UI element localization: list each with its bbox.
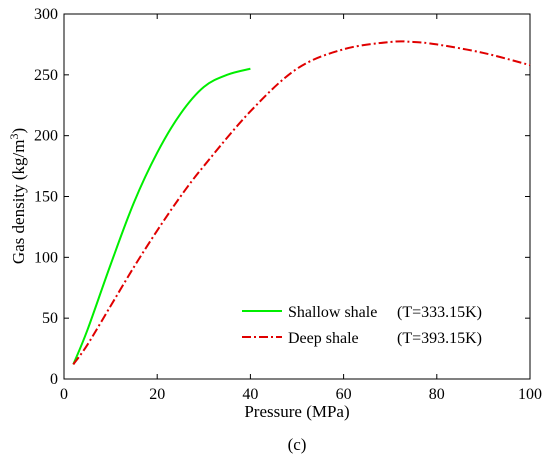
y-tick-label: 200	[34, 128, 58, 145]
axis-tick-labels: 0 20 40 60 80 100 0 50 100 150 200 250 300	[34, 6, 542, 403]
legend-name-shallow: Shallow shale	[288, 304, 377, 321]
x-tick-label: 20	[149, 386, 165, 403]
y-axis-label: Gas density (kg/m3)	[7, 128, 28, 264]
legend-temp-deep: (T=393.15K)	[397, 330, 482, 347]
x-tick-label: 0	[60, 386, 68, 403]
y-tick-label: 300	[34, 6, 58, 23]
legend-name-deep: Deep shale	[288, 330, 359, 347]
y-tick-label: 250	[34, 67, 58, 84]
x-tick-label: 40	[242, 386, 258, 403]
y-tick-label: 150	[34, 189, 58, 206]
legend: Shallow shale (T=333.15K) Deep shale (T=…	[242, 304, 482, 347]
y-tick-label: 50	[42, 310, 58, 327]
plot-frame	[63, 13, 531, 380]
panel-label: (c)	[288, 435, 307, 454]
series-layer	[72, 40, 531, 365]
series-line-deep-shale	[72, 40, 531, 365]
x-tick-label: 80	[429, 386, 445, 403]
y-tick-label: 100	[34, 249, 58, 266]
x-tick-label: 60	[336, 386, 352, 403]
axis-ticks	[63, 13, 531, 380]
series-line-shallow-shale	[72, 67, 251, 365]
x-tick-label: 100	[518, 386, 542, 403]
legend-temp-shallow: (T=333.15K)	[397, 304, 482, 321]
x-axis-label: Pressure (MPa)	[244, 402, 349, 421]
y-tick-label: 0	[50, 371, 58, 388]
